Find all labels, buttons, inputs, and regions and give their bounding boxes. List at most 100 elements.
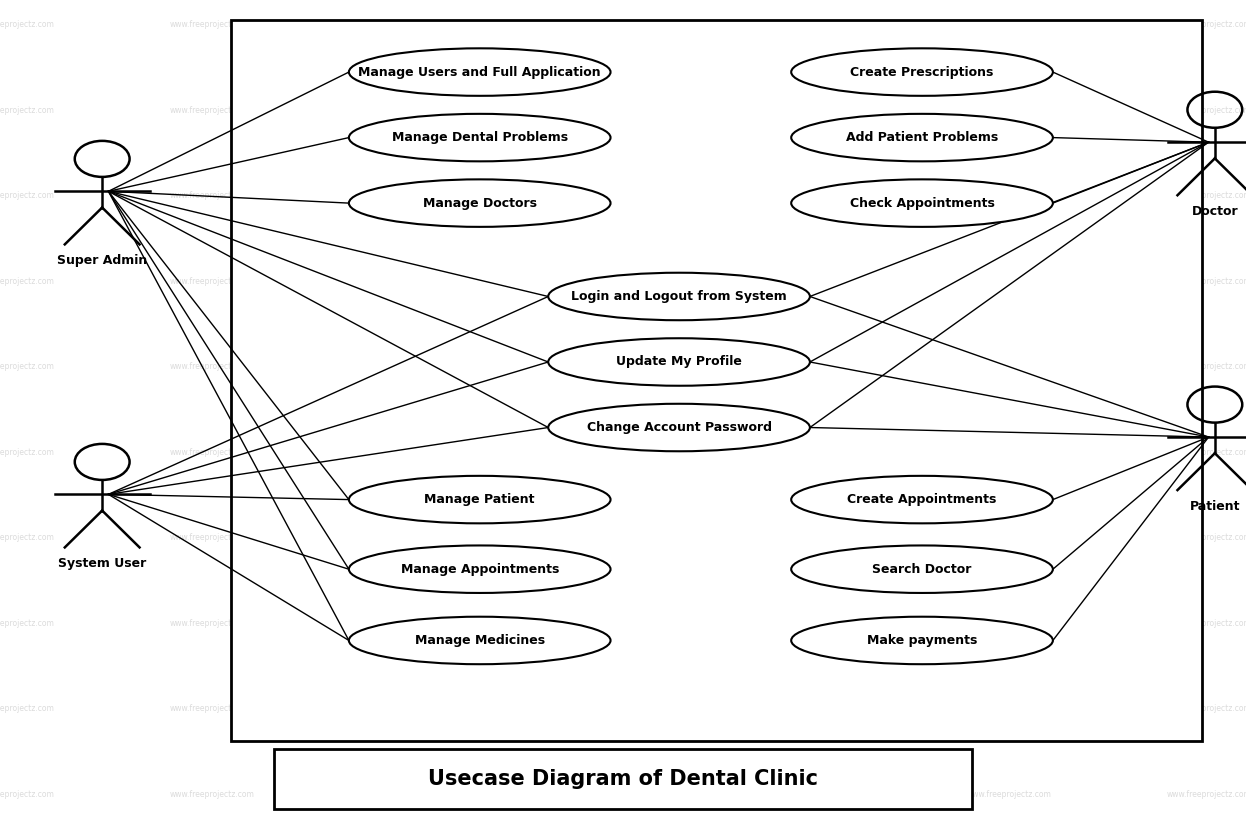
- Text: Change Account Password: Change Account Password: [587, 421, 771, 434]
- Text: www.freeprojectz.com: www.freeprojectz.com: [1166, 533, 1246, 542]
- Text: www.freeprojectz.com: www.freeprojectz.com: [568, 20, 653, 29]
- Text: www.freeprojectz.com: www.freeprojectz.com: [967, 790, 1052, 799]
- Text: www.freeprojectz.com: www.freeprojectz.com: [768, 362, 852, 371]
- Text: www.freeprojectz.com: www.freeprojectz.com: [0, 277, 55, 286]
- Bar: [231, 20, 1202, 741]
- Text: www.freeprojectz.com: www.freeprojectz.com: [568, 362, 653, 371]
- Ellipse shape: [791, 179, 1053, 227]
- Text: www.freeprojectz.com: www.freeprojectz.com: [169, 191, 254, 200]
- Text: Make payments: Make payments: [867, 634, 977, 647]
- Text: www.freeprojectz.com: www.freeprojectz.com: [1166, 277, 1246, 286]
- Text: www.freeprojectz.com: www.freeprojectz.com: [369, 704, 454, 713]
- Text: www.freeprojectz.com: www.freeprojectz.com: [369, 448, 454, 457]
- Text: www.freeprojectz.com: www.freeprojectz.com: [1166, 448, 1246, 457]
- Text: www.freeprojectz.com: www.freeprojectz.com: [369, 790, 454, 799]
- Text: Doctor: Doctor: [1191, 205, 1239, 218]
- Text: www.freeprojectz.com: www.freeprojectz.com: [768, 704, 852, 713]
- Text: www.freeprojectz.com: www.freeprojectz.com: [369, 362, 454, 371]
- Text: Manage Medicines: Manage Medicines: [415, 634, 545, 647]
- Text: www.freeprojectz.com: www.freeprojectz.com: [0, 704, 55, 713]
- Text: www.freeprojectz.com: www.freeprojectz.com: [768, 277, 852, 286]
- Text: www.freeprojectz.com: www.freeprojectz.com: [0, 106, 55, 115]
- Text: www.freeprojectz.com: www.freeprojectz.com: [1166, 704, 1246, 713]
- Text: www.freeprojectz.com: www.freeprojectz.com: [169, 362, 254, 371]
- Text: www.freeprojectz.com: www.freeprojectz.com: [768, 790, 852, 799]
- Text: www.freeprojectz.com: www.freeprojectz.com: [369, 20, 454, 29]
- Text: www.freeprojectz.com: www.freeprojectz.com: [967, 533, 1052, 542]
- Text: Usecase Diagram of Dental Clinic: Usecase Diagram of Dental Clinic: [427, 769, 819, 790]
- Text: www.freeprojectz.com: www.freeprojectz.com: [169, 790, 254, 799]
- Text: System User: System User: [59, 557, 146, 570]
- Text: www.freeprojectz.com: www.freeprojectz.com: [967, 619, 1052, 628]
- Text: www.freeprojectz.com: www.freeprojectz.com: [768, 106, 852, 115]
- Text: www.freeprojectz.com: www.freeprojectz.com: [0, 790, 55, 799]
- Ellipse shape: [548, 273, 810, 320]
- Text: www.freeprojectz.com: www.freeprojectz.com: [768, 448, 852, 457]
- Text: www.freeprojectz.com: www.freeprojectz.com: [568, 533, 653, 542]
- Text: www.freeprojectz.com: www.freeprojectz.com: [0, 362, 55, 371]
- Text: Login and Logout from System: Login and Logout from System: [571, 290, 787, 303]
- Text: Manage Users and Full Application: Manage Users and Full Application: [359, 66, 601, 79]
- Ellipse shape: [791, 114, 1053, 161]
- Text: www.freeprojectz.com: www.freeprojectz.com: [169, 277, 254, 286]
- Text: Manage Doctors: Manage Doctors: [422, 197, 537, 210]
- Text: www.freeprojectz.com: www.freeprojectz.com: [369, 533, 454, 542]
- Text: Patient: Patient: [1190, 500, 1240, 513]
- Text: Manage Patient: Manage Patient: [425, 493, 535, 506]
- Text: www.freeprojectz.com: www.freeprojectz.com: [369, 619, 454, 628]
- Text: www.freeprojectz.com: www.freeprojectz.com: [0, 448, 55, 457]
- Text: Add Patient Problems: Add Patient Problems: [846, 131, 998, 144]
- Ellipse shape: [548, 404, 810, 451]
- Text: www.freeprojectz.com: www.freeprojectz.com: [768, 533, 852, 542]
- Text: www.freeprojectz.com: www.freeprojectz.com: [967, 191, 1052, 200]
- Text: www.freeprojectz.com: www.freeprojectz.com: [568, 277, 653, 286]
- Text: www.freeprojectz.com: www.freeprojectz.com: [568, 448, 653, 457]
- Ellipse shape: [349, 114, 611, 161]
- Ellipse shape: [349, 545, 611, 593]
- Text: www.freeprojectz.com: www.freeprojectz.com: [0, 20, 55, 29]
- Text: www.freeprojectz.com: www.freeprojectz.com: [1166, 619, 1246, 628]
- Text: www.freeprojectz.com: www.freeprojectz.com: [1166, 106, 1246, 115]
- Ellipse shape: [349, 476, 611, 523]
- Text: www.freeprojectz.com: www.freeprojectz.com: [768, 619, 852, 628]
- Bar: [274, 749, 972, 809]
- Text: www.freeprojectz.com: www.freeprojectz.com: [369, 277, 454, 286]
- Text: www.freeprojectz.com: www.freeprojectz.com: [768, 191, 852, 200]
- Text: www.freeprojectz.com: www.freeprojectz.com: [768, 20, 852, 29]
- Text: Create Prescriptions: Create Prescriptions: [850, 66, 994, 79]
- Text: www.freeprojectz.com: www.freeprojectz.com: [169, 619, 254, 628]
- Text: Manage Appointments: Manage Appointments: [400, 563, 559, 576]
- Text: www.freeprojectz.com: www.freeprojectz.com: [967, 704, 1052, 713]
- Ellipse shape: [791, 48, 1053, 96]
- Text: Check Appointments: Check Appointments: [850, 197, 994, 210]
- Ellipse shape: [791, 476, 1053, 523]
- Text: www.freeprojectz.com: www.freeprojectz.com: [1166, 191, 1246, 200]
- Text: www.freeprojectz.com: www.freeprojectz.com: [0, 619, 55, 628]
- Text: www.freeprojectz.com: www.freeprojectz.com: [0, 191, 55, 200]
- Text: www.freeprojectz.com: www.freeprojectz.com: [369, 191, 454, 200]
- Text: www.freeprojectz.com: www.freeprojectz.com: [169, 448, 254, 457]
- Text: www.freeprojectz.com: www.freeprojectz.com: [568, 704, 653, 713]
- Text: www.freeprojectz.com: www.freeprojectz.com: [568, 619, 653, 628]
- Text: www.freeprojectz.com: www.freeprojectz.com: [967, 277, 1052, 286]
- Text: www.freeprojectz.com: www.freeprojectz.com: [369, 106, 454, 115]
- Text: www.freeprojectz.com: www.freeprojectz.com: [1166, 790, 1246, 799]
- Text: www.freeprojectz.com: www.freeprojectz.com: [1166, 362, 1246, 371]
- Text: Super Admin: Super Admin: [57, 254, 147, 267]
- Text: www.freeprojectz.com: www.freeprojectz.com: [568, 191, 653, 200]
- Text: www.freeprojectz.com: www.freeprojectz.com: [169, 106, 254, 115]
- Text: www.freeprojectz.com: www.freeprojectz.com: [568, 790, 653, 799]
- Text: www.freeprojectz.com: www.freeprojectz.com: [1166, 20, 1246, 29]
- Text: www.freeprojectz.com: www.freeprojectz.com: [0, 533, 55, 542]
- Text: www.freeprojectz.com: www.freeprojectz.com: [169, 20, 254, 29]
- Text: www.freeprojectz.com: www.freeprojectz.com: [169, 533, 254, 542]
- Text: Search Doctor: Search Doctor: [872, 563, 972, 576]
- Text: www.freeprojectz.com: www.freeprojectz.com: [967, 20, 1052, 29]
- Text: www.freeprojectz.com: www.freeprojectz.com: [169, 704, 254, 713]
- Text: Update My Profile: Update My Profile: [616, 355, 743, 369]
- Ellipse shape: [791, 545, 1053, 593]
- Ellipse shape: [548, 338, 810, 386]
- Text: www.freeprojectz.com: www.freeprojectz.com: [967, 362, 1052, 371]
- Text: www.freeprojectz.com: www.freeprojectz.com: [967, 106, 1052, 115]
- Text: Create Appointments: Create Appointments: [847, 493, 997, 506]
